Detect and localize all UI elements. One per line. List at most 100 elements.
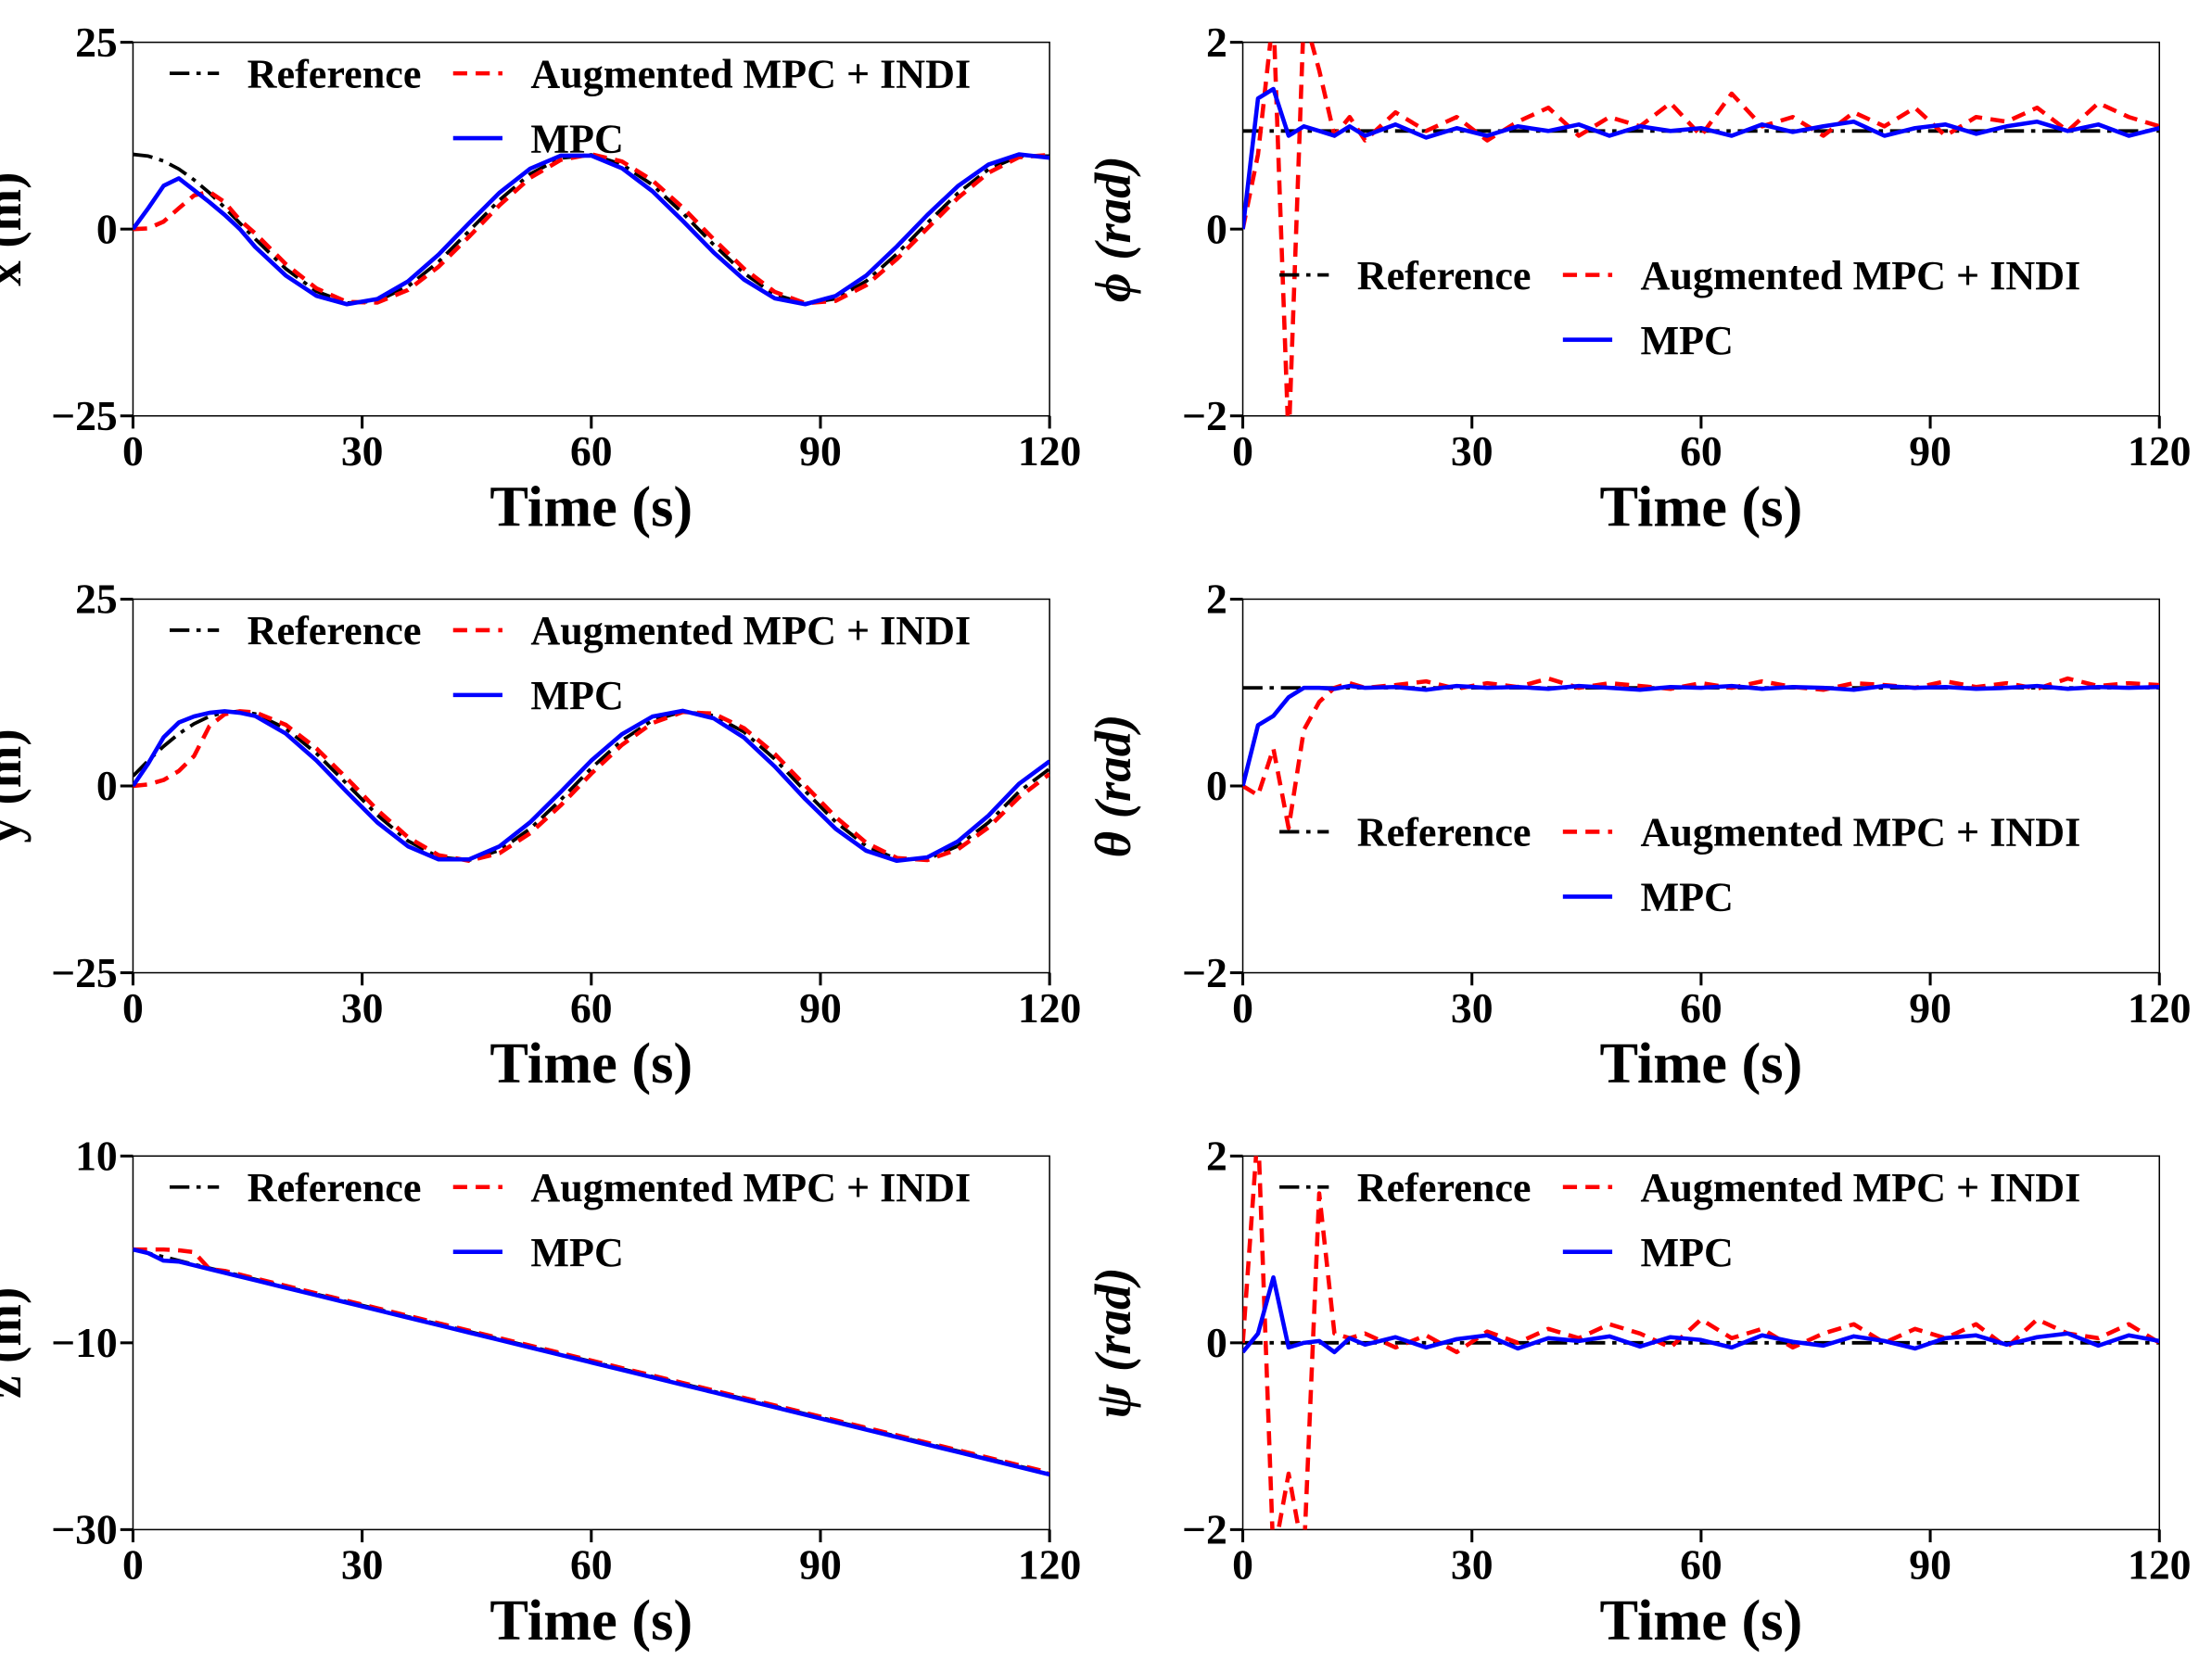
series-line-mpc — [1242, 683, 2160, 787]
series-line-reference — [133, 709, 1050, 863]
x-tick-label: 30 — [341, 984, 384, 1032]
x-tick-label: 60 — [1680, 1541, 1723, 1589]
y-tick-label: 0 — [96, 762, 118, 809]
legend-label-mpc: MPC — [1640, 875, 1733, 920]
legend: Reference Augmented MPC + INDI MPC — [170, 51, 971, 161]
legend-label-mpc: MPC — [1640, 1230, 1733, 1275]
series-line-mpc — [133, 152, 1050, 307]
series-line-mpc — [133, 1247, 1050, 1477]
x-tick-label: 90 — [1909, 427, 1951, 475]
series-line-augmented — [1242, 42, 2160, 416]
series-line-mpc — [133, 708, 1050, 864]
legend-label-reference: Reference — [248, 51, 422, 96]
x-tick-label: 60 — [570, 427, 613, 475]
x-tick-label: 120 — [2128, 427, 2191, 475]
y-tick-label: −2 — [1182, 949, 1227, 996]
legend-label-augmented: Augmented MPC + INDI — [530, 1165, 971, 1210]
x-tick-label: 90 — [799, 1541, 842, 1589]
x-axis-label: Time (s) — [489, 475, 693, 538]
y-axis-label: ϕ (rad) — [1085, 156, 1141, 302]
series-line-reference — [133, 152, 1050, 306]
legend: Reference Augmented MPC + INDI MPC — [170, 608, 971, 718]
legend-label-mpc: MPC — [530, 1230, 623, 1275]
legend-label-augmented: Augmented MPC + INDI — [1640, 810, 2080, 855]
legend-label-reference: Reference — [248, 1165, 422, 1210]
series-line-augmented — [1242, 1156, 2160, 1530]
series-line-augmented — [133, 709, 1050, 864]
legend-label-reference: Reference — [1357, 253, 1532, 298]
x-tick-label: 60 — [1680, 427, 1723, 475]
y-axis-label: ψ (rad) — [1085, 1267, 1141, 1418]
legend-label-reference: Reference — [1357, 1165, 1532, 1210]
y-tick-label: 25 — [75, 19, 118, 66]
series-line-augmented — [1242, 676, 2160, 830]
series-line-mpc — [1242, 86, 2160, 230]
x-axis-label: Time (s) — [1599, 1589, 1802, 1653]
legend-label-augmented: Augmented MPC + INDI — [1640, 253, 2080, 298]
x-tick-label: 30 — [1451, 984, 1494, 1032]
y-tick-label: −25 — [51, 392, 118, 439]
y-tick-label: −25 — [51, 949, 118, 996]
x-tick-label: 60 — [570, 1541, 613, 1589]
y-tick-label: 0 — [1206, 1319, 1227, 1366]
y-axis-label: z (m) — [0, 1287, 32, 1399]
legend: Reference Augmented MPC + INDI MPC — [1279, 253, 2080, 363]
x-tick-label: 30 — [1451, 427, 1494, 475]
legend-label-augmented: Augmented MPC + INDI — [530, 51, 971, 96]
x-tick-label: 120 — [1018, 427, 1081, 475]
legend: Reference Augmented MPC + INDI MPC — [170, 1165, 971, 1275]
x-axis-label: Time (s) — [489, 1032, 693, 1096]
y-tick-label: 0 — [96, 205, 118, 252]
x-tick-label: 0 — [1232, 1541, 1253, 1589]
x-tick-label: 30 — [341, 427, 384, 475]
x-tick-label: 0 — [122, 427, 144, 475]
series-line-mpc — [1242, 1274, 2160, 1355]
x-tick-label: 60 — [570, 984, 613, 1032]
legend-label-mpc: MPC — [530, 116, 623, 161]
y-tick-label: 25 — [75, 576, 118, 623]
x-axis-label: Time (s) — [1599, 1032, 1802, 1096]
legend-label-reference: Reference — [1357, 810, 1532, 855]
x-tick-label: 30 — [341, 1541, 384, 1589]
legend: Reference Augmented MPC + INDI MPC — [1279, 810, 2080, 920]
y-tick-label: −2 — [1182, 1506, 1227, 1553]
legend-label-mpc: MPC — [530, 673, 623, 718]
x-tick-label: 0 — [1232, 984, 1253, 1032]
subplot-z: 0 30 60 90 120 10 −10 −30 Time (s) z (m) Reference… — [0, 1132, 1081, 1653]
x-tick-label: 30 — [1451, 1541, 1494, 1589]
x-tick-label: 0 — [122, 984, 144, 1032]
legend: Reference Augmented MPC + INDI MPC — [1279, 1165, 2080, 1275]
x-axis-label: Time (s) — [489, 1589, 693, 1653]
y-tick-label: −2 — [1182, 392, 1227, 439]
x-tick-label: 120 — [1018, 984, 1081, 1032]
x-tick-label: 90 — [799, 427, 842, 475]
legend-label-augmented: Augmented MPC + INDI — [530, 608, 971, 653]
plot-frame — [132, 598, 1050, 974]
y-axis-label: θ (rad) — [1085, 715, 1141, 858]
y-tick-label: 10 — [75, 1132, 118, 1179]
y-tick-label: 0 — [1206, 205, 1227, 252]
y-axis-label: y (m) — [0, 728, 32, 842]
x-tick-label: 90 — [1909, 984, 1951, 1032]
y-tick-label: 2 — [1206, 576, 1227, 623]
x-axis-label: Time (s) — [1599, 475, 1802, 538]
x-tick-label: 0 — [122, 1541, 144, 1589]
y-axis-label: x (m) — [0, 172, 32, 286]
x-tick-label: 90 — [1909, 1541, 1951, 1589]
plot-frame — [132, 1155, 1050, 1531]
y-tick-label: 0 — [1206, 762, 1227, 809]
x-tick-label: 120 — [2128, 1541, 2191, 1589]
legend-label-reference: Reference — [248, 608, 422, 653]
legend-label-mpc: MPC — [1640, 318, 1733, 363]
y-tick-label: −30 — [51, 1506, 118, 1553]
legend-label-augmented: Augmented MPC + INDI — [1640, 1165, 2080, 1210]
x-tick-label: 120 — [1018, 1541, 1081, 1589]
x-tick-label: 60 — [1680, 984, 1723, 1032]
y-tick-label: 2 — [1206, 1132, 1227, 1179]
x-tick-label: 0 — [1232, 427, 1253, 475]
